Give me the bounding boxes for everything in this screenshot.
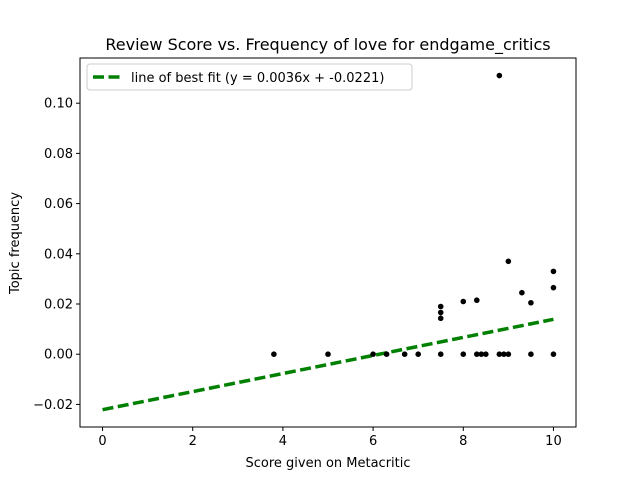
scatter-point [528, 299, 534, 306]
scatter-point [460, 298, 467, 305]
axes-frame [79, 57, 577, 428]
x-tick-label: 4 [279, 434, 287, 449]
scatter-point [478, 351, 485, 358]
scatter-point [474, 297, 480, 304]
scatter-point [550, 268, 557, 275]
scatter-point [505, 258, 512, 265]
y-tick-label: 0.06 [44, 197, 73, 212]
scatter-point [437, 303, 444, 310]
chart-title: Review Score vs. Frequency of love for e… [105, 35, 550, 55]
scatter-point [415, 351, 421, 358]
scatter-point [519, 289, 525, 296]
scatter-point [325, 351, 331, 358]
scatter-point [501, 351, 507, 358]
scatter-point [401, 351, 408, 358]
scatter-point [474, 351, 480, 358]
scatter-point [437, 315, 444, 322]
x-tick-label: 10 [545, 434, 562, 449]
scatter-point [437, 351, 444, 358]
scatter-point [496, 351, 503, 358]
scatter-point [528, 351, 534, 358]
y-axis-label: Topic frequency [8, 192, 23, 295]
scatter-point [550, 351, 557, 358]
scatter-point [550, 284, 557, 291]
y-tick-label: −0.02 [33, 398, 73, 413]
scatter-point [271, 351, 277, 358]
y-tick-label: 0.00 [44, 348, 73, 363]
plot-area [102, 72, 557, 412]
x-axis-label: Score given on Metacritic [245, 456, 410, 471]
scatter-point [460, 351, 467, 358]
scatter-point [483, 351, 489, 358]
scatter-point [383, 351, 390, 358]
scatter-point [496, 72, 503, 79]
x-tick-label: 2 [189, 434, 197, 449]
y-tick-label: 0.02 [44, 298, 73, 313]
legend: line of best fit (y = 0.0036x + -0.0221) [86, 63, 413, 91]
scatter-point [437, 309, 444, 316]
x-tick-label: 0 [98, 434, 106, 449]
y-tick-label: 0.08 [44, 147, 73, 162]
scatter-point [505, 351, 512, 358]
legend-fit-line-label: line of best fit (y = 0.0036x + -0.0221) [131, 71, 384, 86]
x-tick-label: 8 [459, 434, 467, 449]
legend-box [86, 63, 413, 91]
y-tick-label: 0.04 [44, 247, 73, 262]
y-tick-label: 0.10 [44, 97, 73, 112]
x-tick-label: 6 [369, 434, 377, 449]
scatter-point [370, 351, 376, 358]
